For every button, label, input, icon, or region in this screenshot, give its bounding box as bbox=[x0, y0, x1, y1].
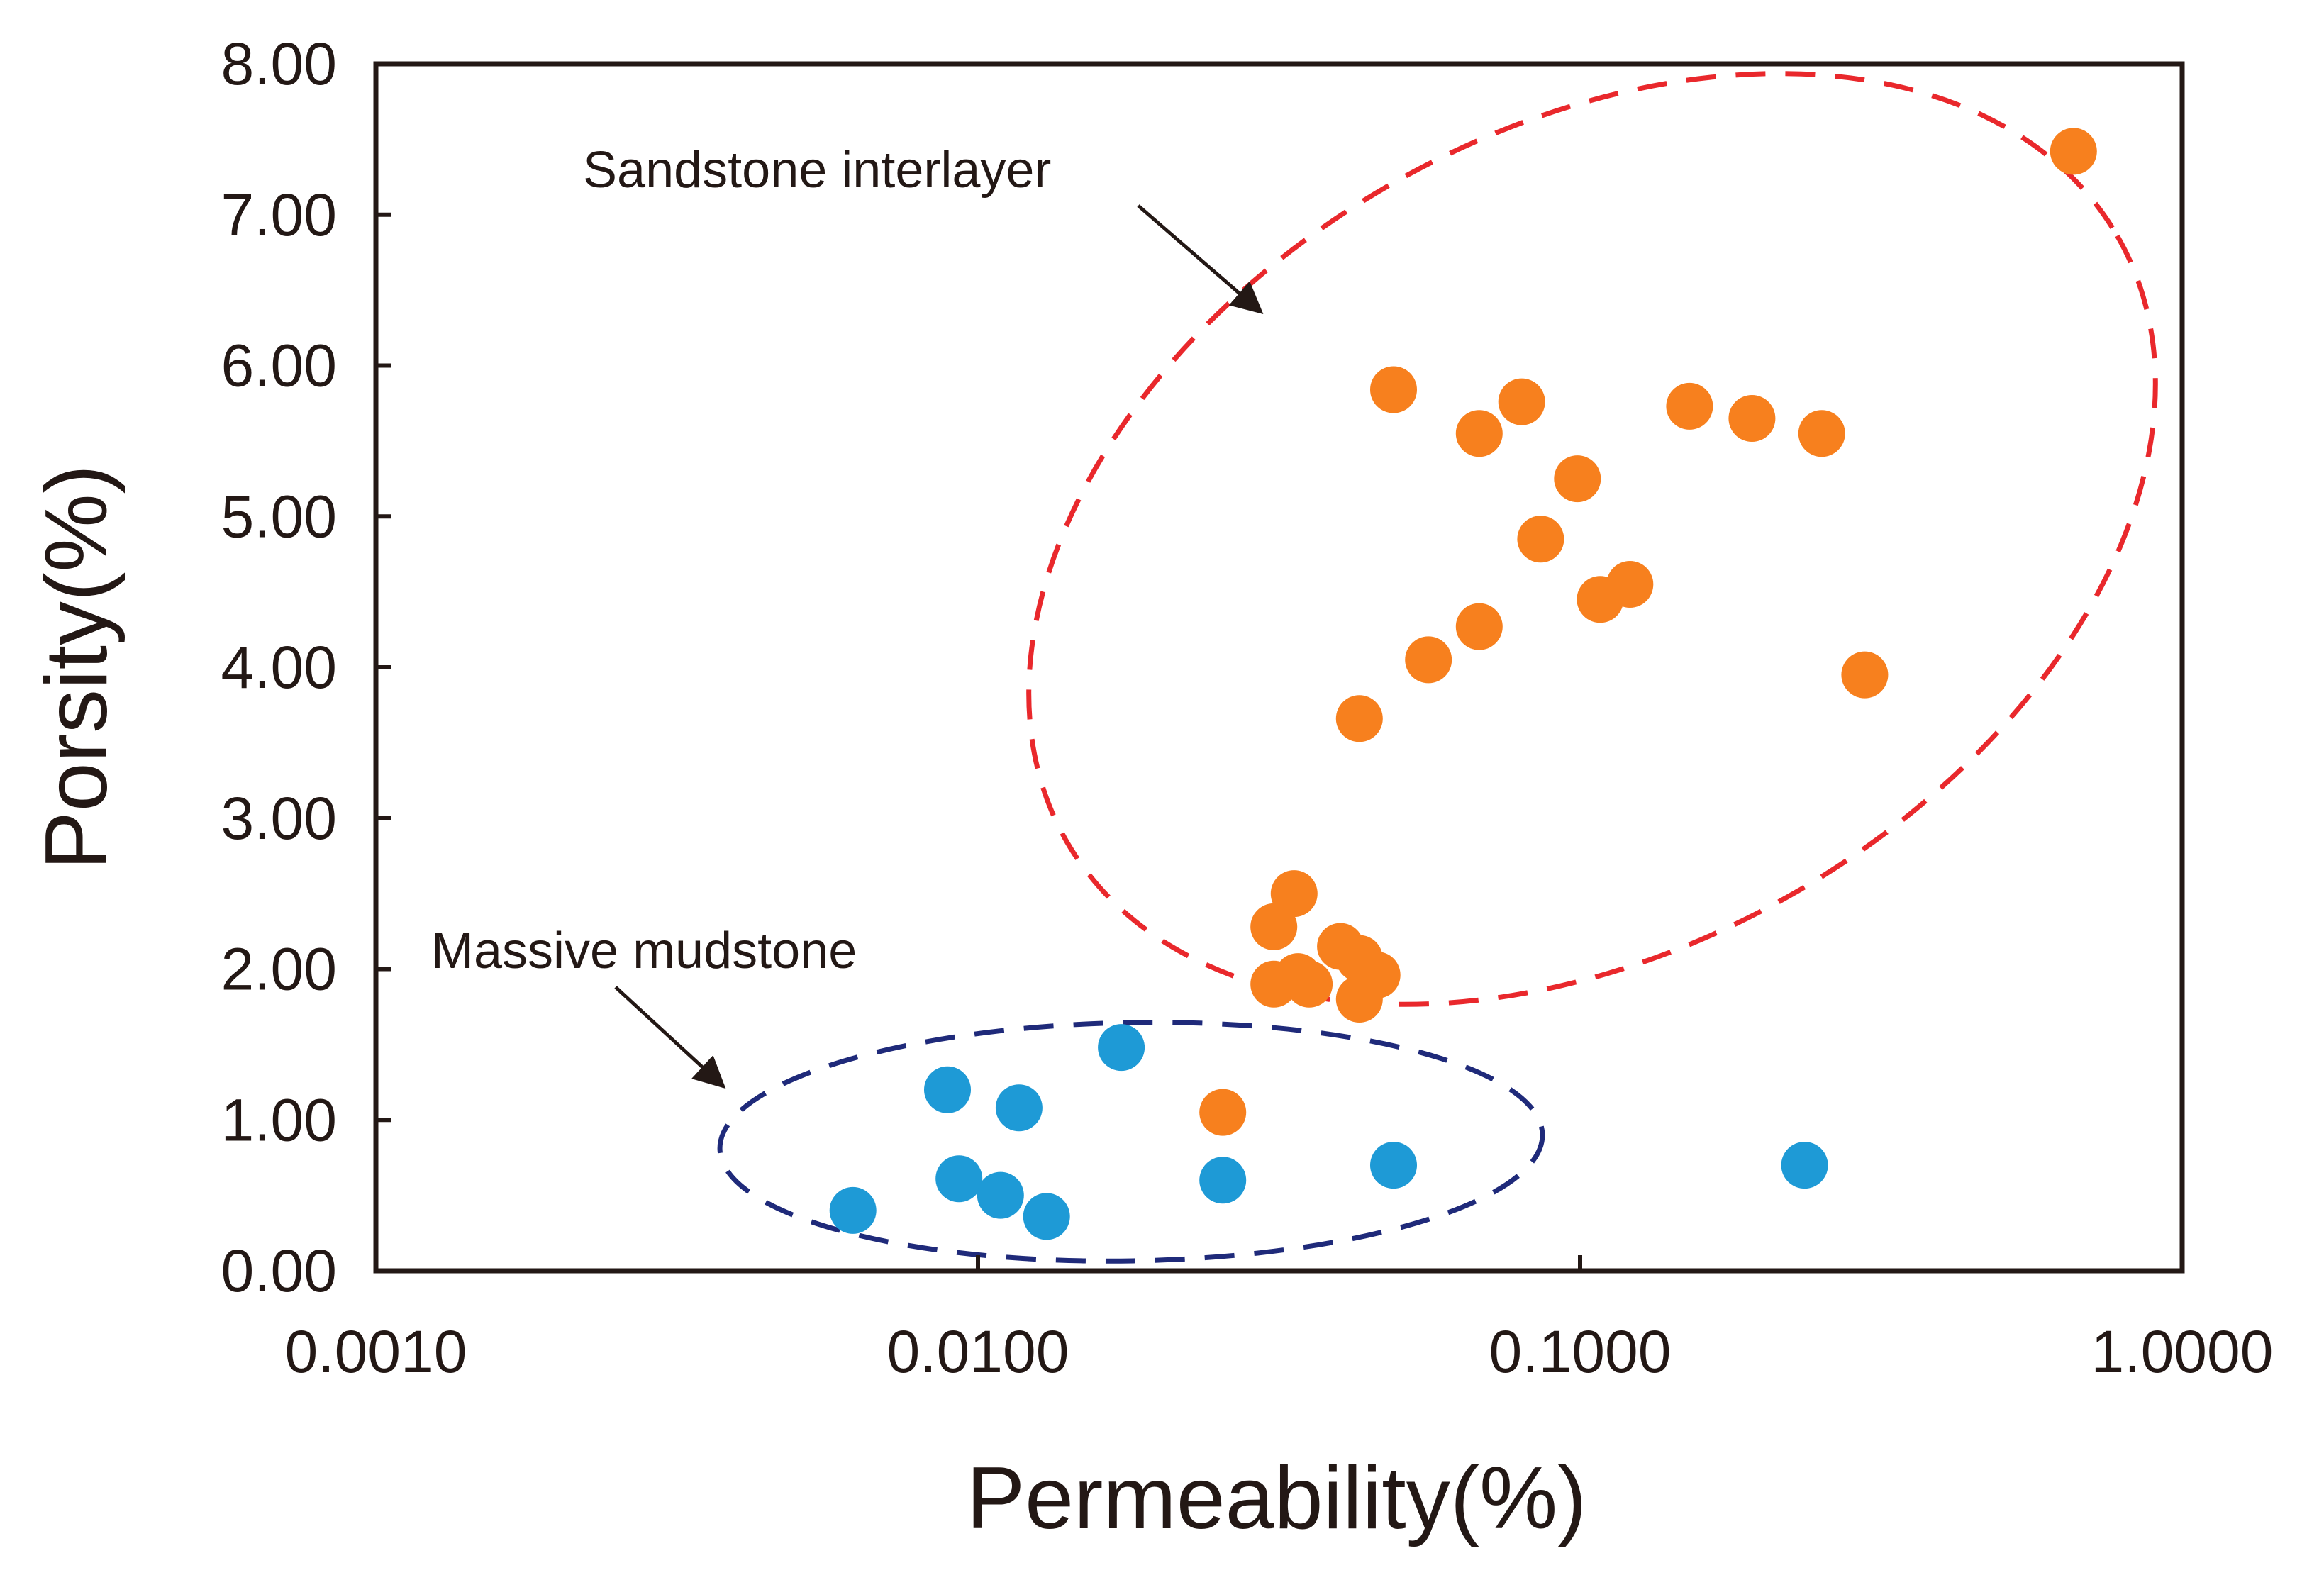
data-point bbox=[1335, 976, 1383, 1023]
data-point bbox=[1286, 960, 1333, 1008]
data-point bbox=[1455, 603, 1503, 650]
data-point bbox=[1498, 378, 1545, 425]
data-point bbox=[1098, 1024, 1145, 1072]
data-point bbox=[995, 1084, 1043, 1132]
x-tick-label: 0.0010 bbox=[285, 1318, 467, 1385]
annotation-sandstone-arrow bbox=[1137, 204, 1264, 314]
plot-area bbox=[376, 64, 2182, 1271]
enclosure-layer bbox=[717, 71, 2158, 1264]
annotation-mudstone-arrow bbox=[614, 986, 726, 1089]
data-point bbox=[935, 1155, 983, 1203]
x-tick-label: 0.0100 bbox=[887, 1318, 1069, 1385]
data-point bbox=[1841, 651, 1889, 699]
y-tick-label: 0.00 bbox=[221, 1237, 338, 1304]
annotation-sandstone-label: Sandstone interlayer bbox=[583, 142, 1051, 199]
data-point bbox=[1728, 395, 1776, 442]
x-axis: 0.0010 0.0100 0.1000 1.0000 bbox=[285, 1255, 2274, 1385]
data-point bbox=[829, 1186, 877, 1234]
y-tick-label: 7.00 bbox=[221, 182, 338, 248]
data-point bbox=[1798, 410, 1845, 457]
series-sandstone bbox=[1199, 128, 2097, 1136]
data-point bbox=[1405, 636, 1452, 684]
x-tick-label: 1.0000 bbox=[2091, 1318, 2274, 1385]
annotation-mudstone-label: Massive mudstone bbox=[431, 923, 857, 979]
data-point bbox=[1455, 410, 1503, 457]
mudstone-enclosure bbox=[717, 1020, 1545, 1264]
data-point bbox=[1250, 903, 1298, 950]
data-point bbox=[1335, 695, 1383, 742]
data-point bbox=[1606, 561, 1654, 608]
y-tick-label: 1.00 bbox=[221, 1086, 338, 1153]
data-point bbox=[1199, 1157, 1247, 1204]
y-axis: 0.00 1.00 2.00 3.00 4.00 5.00 6.00 7.00 8.00 bbox=[221, 30, 391, 1304]
data-point bbox=[1199, 1089, 1247, 1136]
data-point bbox=[1554, 455, 1601, 503]
data-point bbox=[1023, 1193, 1070, 1240]
y-tick-label: 4.00 bbox=[221, 634, 338, 701]
data-point bbox=[2050, 128, 2097, 175]
points-layer bbox=[829, 128, 2097, 1240]
x-tick-label: 0.1000 bbox=[1489, 1318, 1672, 1385]
x-axis-title: Permeability(%) bbox=[966, 1449, 1586, 1547]
y-tick-label: 6.00 bbox=[221, 333, 338, 399]
y-axis-title: Porsity(%) bbox=[28, 464, 126, 870]
data-point bbox=[1666, 382, 1713, 430]
y-tick-label: 2.00 bbox=[221, 936, 338, 1003]
data-point bbox=[1370, 366, 1417, 413]
data-point bbox=[1517, 516, 1564, 563]
y-tick-label: 3.00 bbox=[221, 785, 338, 852]
data-point bbox=[977, 1171, 1024, 1219]
y-tick-label: 8.00 bbox=[221, 30, 338, 97]
data-point bbox=[924, 1066, 971, 1113]
sandstone-enclosure bbox=[1026, 71, 2158, 1007]
data-point bbox=[1370, 1142, 1417, 1189]
y-tick-label: 5.00 bbox=[221, 483, 338, 550]
data-point bbox=[1781, 1142, 1828, 1189]
series-mudstone bbox=[829, 1024, 1828, 1240]
